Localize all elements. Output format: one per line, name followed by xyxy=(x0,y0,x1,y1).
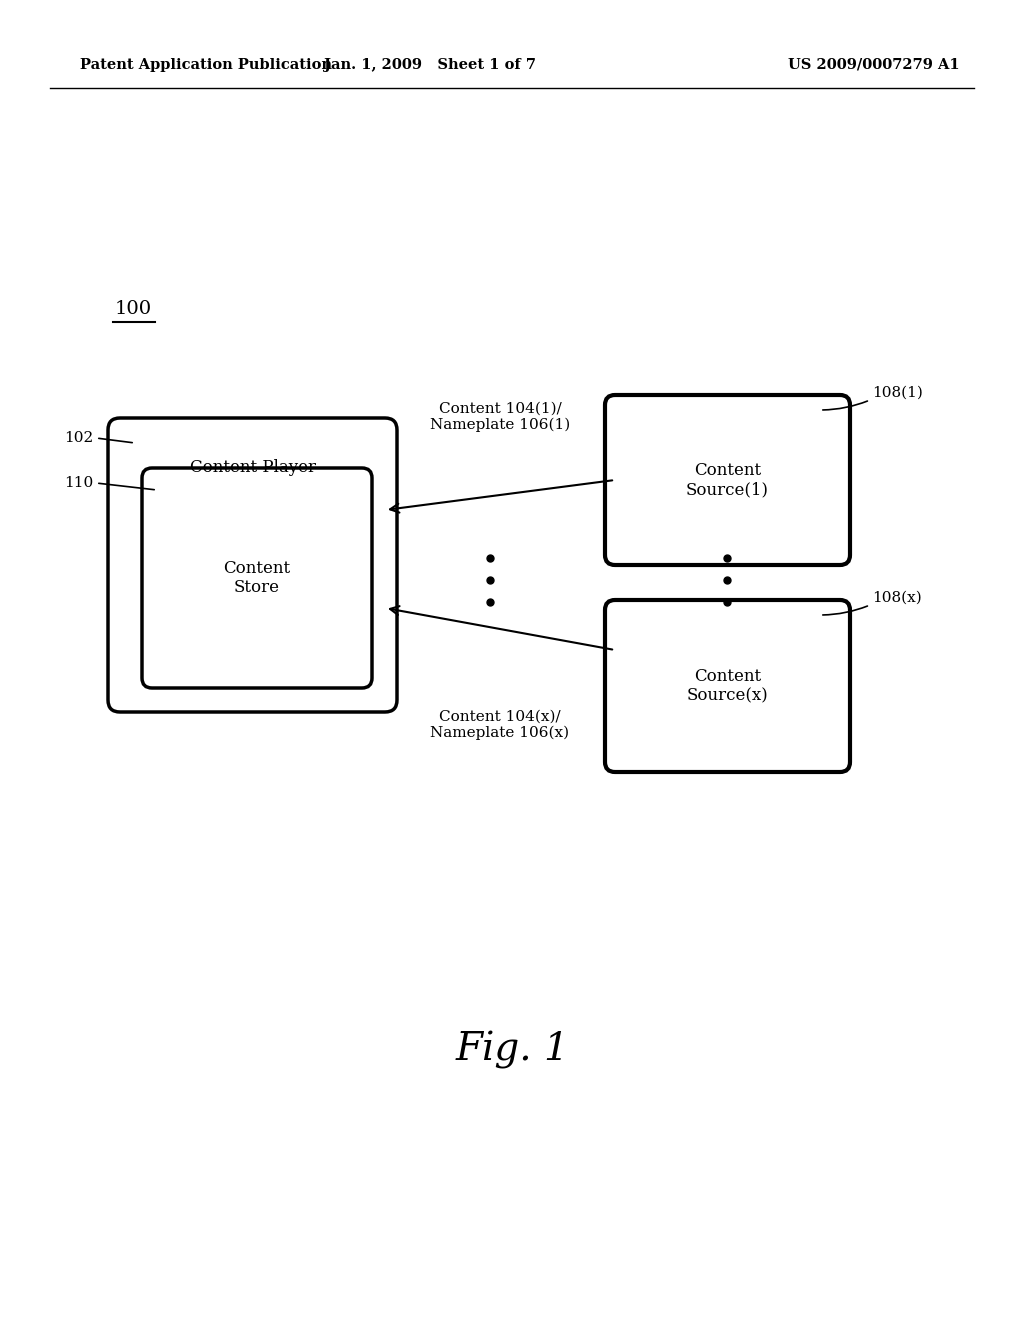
Text: US 2009/0007279 A1: US 2009/0007279 A1 xyxy=(788,58,961,73)
FancyBboxPatch shape xyxy=(605,395,850,565)
Text: 102: 102 xyxy=(63,432,93,445)
FancyBboxPatch shape xyxy=(108,418,397,711)
Text: 110: 110 xyxy=(63,477,93,490)
FancyBboxPatch shape xyxy=(605,601,850,772)
Text: Fig. 1: Fig. 1 xyxy=(455,1031,569,1069)
FancyBboxPatch shape xyxy=(142,469,372,688)
Text: Jan. 1, 2009   Sheet 1 of 7: Jan. 1, 2009 Sheet 1 of 7 xyxy=(324,58,536,73)
Text: Content
Store: Content Store xyxy=(223,560,291,597)
Text: Content 104(x)/
Nameplate 106(x): Content 104(x)/ Nameplate 106(x) xyxy=(430,709,569,741)
Text: 108(1): 108(1) xyxy=(872,385,923,400)
Text: Content 104(1)/
Nameplate 106(1): Content 104(1)/ Nameplate 106(1) xyxy=(430,401,570,432)
Text: 108(x): 108(x) xyxy=(872,591,922,605)
Text: Content Player: Content Player xyxy=(189,459,315,477)
Text: Patent Application Publication: Patent Application Publication xyxy=(80,58,332,73)
Text: 100: 100 xyxy=(115,300,153,318)
Text: Content
Source(1): Content Source(1) xyxy=(686,462,769,498)
Text: Content
Source(x): Content Source(x) xyxy=(687,668,768,705)
